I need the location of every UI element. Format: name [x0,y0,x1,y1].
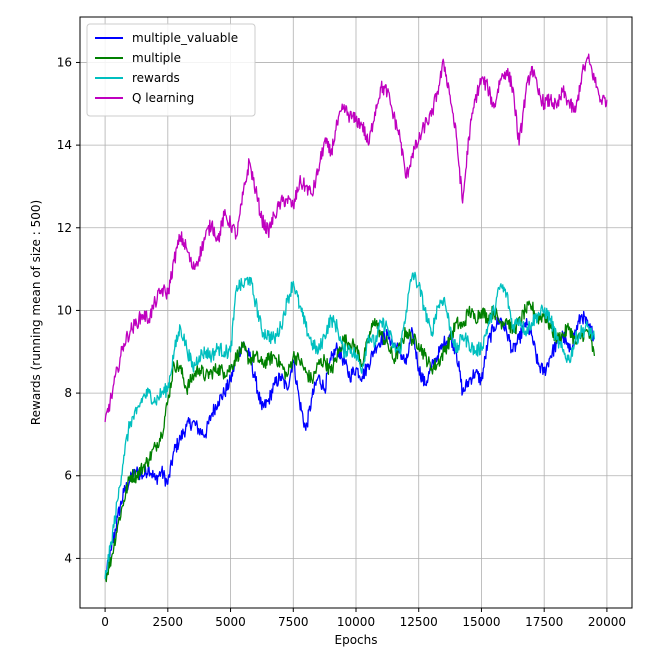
y-tick-label: 14 [57,138,72,152]
x-tick-label: 0 [101,615,109,629]
series-line-2 [104,271,596,580]
legend-label: Q learning [132,91,194,105]
x-tick-label: 12500 [400,615,438,629]
series-group [104,53,608,583]
legend-label: rewards [132,71,180,85]
series-line-0 [104,310,595,580]
legend-label: multiple_valuable [132,31,238,45]
legend-box [86,23,256,117]
x-tick-label: 5000 [215,615,246,629]
y-tick-label: 10 [57,303,72,317]
x-tick-label: 20000 [588,615,626,629]
y-tick-label: 8 [64,386,72,400]
series-line-1 [104,300,596,583]
x-tick-label: 17500 [525,615,563,629]
x-axis-ticks: 0 2500 5000 7500 10000 12500 15000 17500 20000 [101,608,626,629]
y-axis-title: Rewards (running mean of size : 500) [29,200,43,425]
y-tick-label: 12 [57,221,72,235]
series-line-3 [104,53,608,423]
y-tick-label: 16 [57,55,72,69]
y-tick-label: 4 [64,551,72,565]
x-tick-label: 2500 [153,615,184,629]
x-tick-label: 10000 [337,615,375,629]
x-tick-label: 7500 [278,615,309,629]
y-axis-ticks: 4 6 8 10 12 14 16 [57,55,80,565]
y-tick-label: 6 [64,469,72,483]
x-axis-title: Epochs [335,633,378,647]
x-tick-label: 15000 [462,615,500,629]
legend: multiple_valuable multiple rewards Q learni… [86,23,256,117]
legend-label: multiple [132,51,181,65]
